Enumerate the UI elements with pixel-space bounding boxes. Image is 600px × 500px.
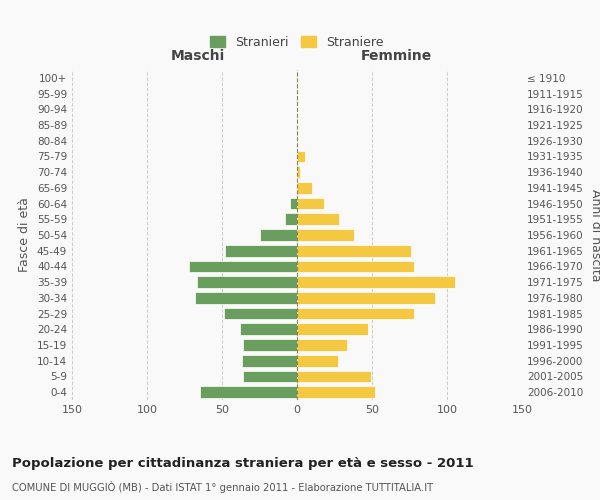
- Bar: [243, 339, 297, 351]
- Y-axis label: Anni di nascita: Anni di nascita: [589, 188, 600, 281]
- Bar: [297, 308, 414, 320]
- Bar: [225, 245, 297, 256]
- Legend: Stranieri, Straniere: Stranieri, Straniere: [208, 34, 386, 52]
- Bar: [290, 198, 297, 209]
- Bar: [240, 324, 297, 335]
- Bar: [297, 166, 300, 178]
- Text: Popolazione per cittadinanza straniera per età e sesso - 2011: Popolazione per cittadinanza straniera p…: [12, 458, 473, 470]
- Text: COMUNE DI MUGGIÒ (MB) - Dati ISTAT 1° gennaio 2011 - Elaborazione TUTTITALIA.IT: COMUNE DI MUGGIÒ (MB) - Dati ISTAT 1° ge…: [12, 481, 433, 493]
- Bar: [297, 386, 375, 398]
- Text: Femmine: Femmine: [361, 50, 431, 64]
- Y-axis label: Fasce di età: Fasce di età: [19, 198, 31, 272]
- Bar: [297, 214, 339, 225]
- Bar: [297, 370, 371, 382]
- Bar: [297, 198, 324, 209]
- Bar: [223, 308, 297, 320]
- Bar: [297, 276, 455, 288]
- Bar: [195, 292, 297, 304]
- Bar: [297, 324, 367, 335]
- Bar: [197, 276, 297, 288]
- Bar: [297, 150, 305, 162]
- Bar: [189, 260, 297, 272]
- Bar: [297, 260, 414, 272]
- Bar: [243, 370, 297, 382]
- Bar: [297, 229, 354, 241]
- Bar: [297, 245, 411, 256]
- Bar: [285, 214, 297, 225]
- Bar: [199, 386, 297, 398]
- Text: Maschi: Maschi: [171, 50, 225, 64]
- Bar: [297, 292, 435, 304]
- Bar: [297, 355, 337, 366]
- Bar: [297, 182, 312, 194]
- Bar: [241, 355, 297, 366]
- Bar: [297, 339, 347, 351]
- Bar: [260, 229, 297, 241]
